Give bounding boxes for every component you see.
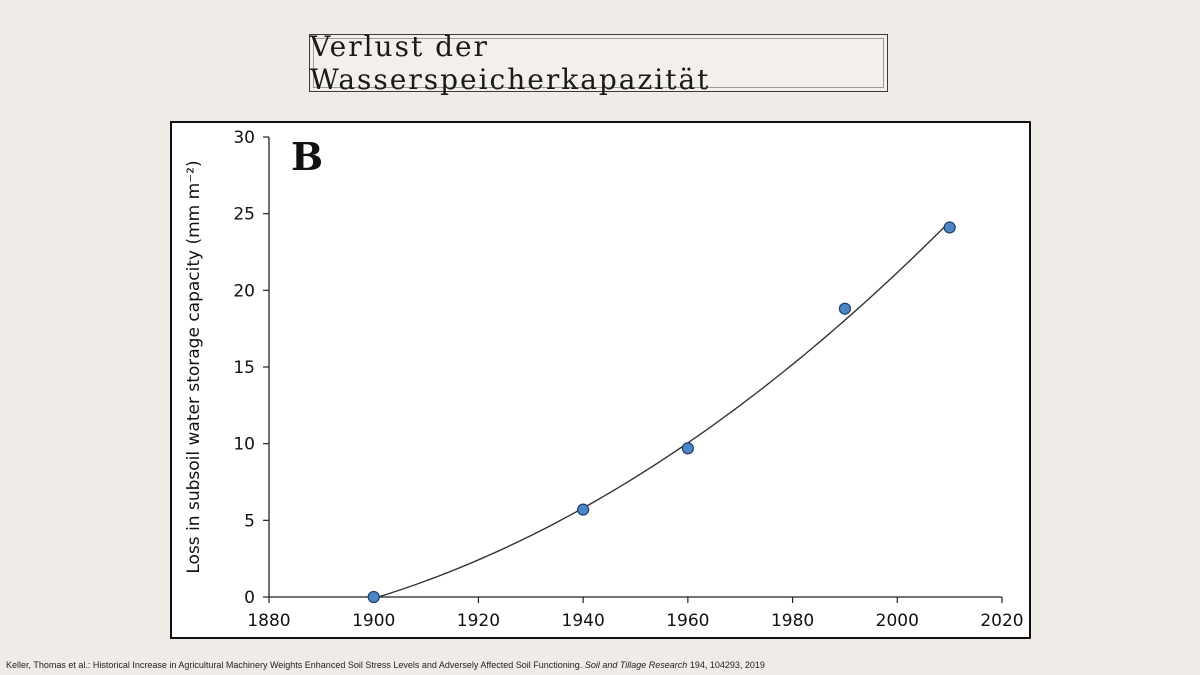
y-tick-label: 15 [233, 358, 255, 378]
citation-journal: Soil and Tillage Research [584, 660, 688, 670]
slide-title: Verlust der Wasserspeicherkapazität [310, 30, 711, 96]
panel-label: B [291, 134, 323, 179]
x-tick-label: 1960 [666, 611, 709, 631]
x-tick-label: 1980 [771, 611, 814, 631]
chart-figure: 0 5 10 15 20 25 30 1880 1900 1920 1940 1960 1980 2000… [170, 121, 1031, 639]
slide-title-box: Verlust der Wasserspeicherkapazität [309, 30, 888, 96]
data-point [367, 590, 380, 604]
citation: Keller, Thomas et al.: Historical Increa… [6, 660, 765, 670]
x-tick-label: 2020 [980, 611, 1023, 631]
x-tick-label: 1940 [562, 611, 605, 631]
citation-volume: 194, 104293, 2019 [689, 660, 765, 670]
y-tick-label: 25 [233, 205, 255, 225]
y-tick-label: 0 [244, 588, 255, 608]
y-axis-label: Loss in subsoil water storage capacity (… [184, 160, 204, 573]
chart-svg: 0 5 10 15 20 25 30 1880 1900 1920 1940 1960 1980 2000… [184, 128, 1024, 631]
y-tick-label: 20 [233, 281, 255, 301]
citation-authors-title: Keller, Thomas et al.: Historical Increa… [6, 660, 583, 670]
x-tick-label: 2000 [876, 611, 919, 631]
data-point [681, 442, 694, 455]
x-tick-label: 1920 [457, 611, 500, 631]
y-tick-label: 30 [233, 128, 255, 148]
y-tick-label: 5 [244, 511, 255, 531]
data-point [577, 503, 590, 516]
x-tick-label: 1900 [352, 611, 395, 631]
y-tick-label: 10 [233, 435, 255, 455]
fit-curve [373, 221, 951, 598]
x-tick-label: 1880 [247, 611, 290, 631]
data-point [943, 221, 956, 234]
data-point [838, 302, 852, 315]
